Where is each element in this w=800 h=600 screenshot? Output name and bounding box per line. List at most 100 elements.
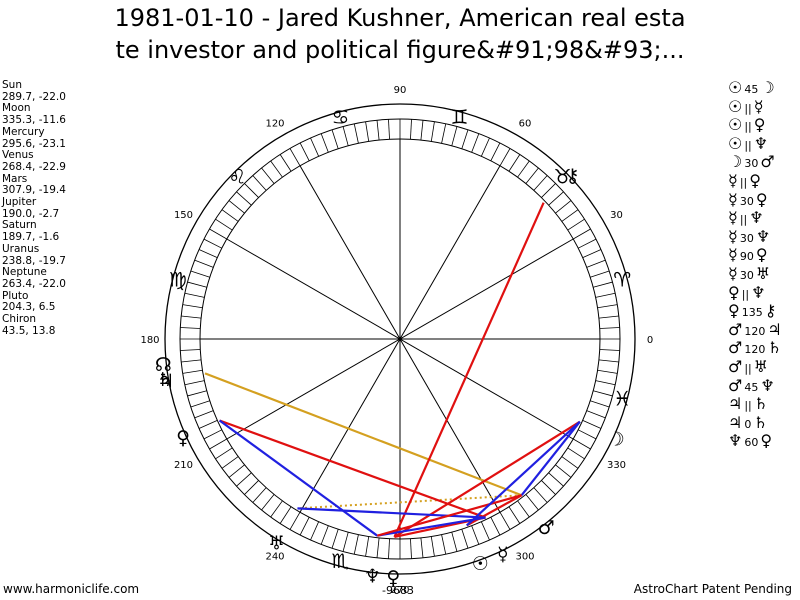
aspect-planet-2-glyph: ☽: [760, 78, 775, 97]
aspect-row: ☿ 30 ♀: [728, 189, 798, 210]
zodiac-sign-glyph: ♌: [228, 164, 246, 188]
aspect-row: ♀ 135 ⚷: [728, 302, 798, 321]
spoke-line: [226, 238, 574, 440]
aspect-planet-1-glyph: ♂: [728, 319, 743, 339]
planet-name: Mercury: [2, 125, 45, 138]
aspect-planet-2-glyph: ♅: [753, 356, 769, 376]
aspect-planet-1-glyph: ☉: [728, 133, 743, 153]
neptune-glyph: ♆: [364, 565, 381, 587]
aspect-row: ♃ 0 ♄: [728, 412, 798, 433]
aspect-angle: ||: [744, 399, 752, 413]
aspect-planet-1-glyph: ♀: [728, 282, 740, 302]
aspect-planet-2-glyph: ♅: [755, 263, 771, 283]
aspect-angle: 60: [744, 436, 759, 450]
planet-coords: 289.7, -22.0: [2, 90, 66, 103]
planet-coords: 189.7, -1.6: [2, 231, 60, 244]
aspect-planet-2-glyph: ♀: [755, 189, 768, 209]
aspect-planet-1-glyph: ☉: [728, 96, 743, 116]
aspect-row: ☿ || ♀: [728, 170, 798, 191]
aspect-planet-1-glyph: ☿: [728, 208, 738, 228]
aspect-planet-1-glyph: ♂: [728, 338, 743, 358]
aspect-planet-2-glyph: ♆: [749, 208, 764, 228]
mercury-glyph: ☿: [497, 544, 509, 566]
planet-name: Mars: [2, 172, 28, 185]
aspect-list: ☉ 45 ☽ ☉ || ☿ ☉ || ♀ ☉ || ♆ ☽ 30 ♂ ☿ || ♀ ☿ 30 ♀ ☿ || ♆ ☿ 30 ♆ ☿ 90 ♀…: [728, 79, 798, 451]
zodiac-sign-glyph: ♉: [554, 164, 572, 188]
planet-coords: 307.9, -19.4: [2, 184, 66, 197]
planet-name: Sun: [2, 79, 22, 91]
aspect-angle: 90: [739, 250, 754, 264]
aspect-angle: 30: [744, 157, 759, 171]
aspect-line: [466, 420, 581, 527]
zodiac-sign-glyph: ♋: [332, 105, 350, 129]
degree-label: 90: [394, 85, 407, 96]
footer-website[interactable]: www.harmoniclife.com: [3, 582, 140, 596]
degree-label: 210: [174, 460, 193, 471]
aspect-row: ☿ 30 ♅: [728, 263, 798, 284]
aspect-angle: 120: [744, 343, 766, 357]
aspect-planet-1-glyph: ☉: [728, 78, 743, 97]
planet-coords: 268.4, -22.9: [2, 160, 66, 173]
aspect-angle: 30: [739, 268, 754, 282]
aspect-planet-2-glyph: ☿: [753, 96, 764, 116]
planet-coords: 238.8, -19.7: [2, 254, 66, 267]
planet-name: Moon: [2, 102, 31, 115]
planet-coords: 295.6, -23.1: [2, 137, 66, 150]
aspect-angle: 135: [741, 306, 763, 320]
venus-glyph: ♀: [386, 567, 400, 589]
aspect-line: [393, 420, 581, 538]
aspect-angle: 120: [744, 324, 766, 338]
planet-coords: 43.5, 13.8: [2, 324, 56, 337]
chart-title-line1: 1981-01-10 - Jared Kushner, American rea…: [114, 4, 686, 32]
aspect-line: [219, 419, 486, 519]
aspect-planet-2-glyph: ♀: [755, 245, 768, 265]
aspect-planet-2-glyph: ♀: [760, 431, 773, 451]
zodiac-sign-glyph: ♈: [613, 267, 631, 291]
aspect-row: ☿ || ♆: [728, 209, 798, 228]
aspect-planet-1-glyph: ♃: [728, 394, 743, 414]
aspect-row: ☿ 90 ♀: [728, 246, 798, 265]
aspect-planet-2-glyph: ♆: [760, 375, 775, 395]
aspect-planet-2-glyph: ♆: [753, 133, 769, 153]
aspect-planet-1-glyph: ☽: [728, 152, 743, 172]
aspect-row: ☉ || ♀: [728, 116, 798, 135]
planet-list: Sun 289.7, -22.0 Moon 335.3, -11.6 Mercu…: [2, 79, 66, 337]
uranus-glyph: ♅: [268, 533, 285, 555]
degree-label: 60: [519, 118, 532, 129]
aspect-planet-2-glyph: ♀: [749, 170, 761, 190]
bottom-number-label: -9683: [382, 584, 414, 597]
aspect-planet-1-glyph: ☿: [728, 226, 738, 246]
aspect-planet-2-glyph: ♄: [753, 412, 768, 432]
planet-name: Jupiter: [2, 196, 37, 209]
zodiac-sign-glyph: ♓: [613, 387, 631, 411]
planet-name: Uranus: [2, 242, 40, 255]
degree-label: 330: [607, 460, 626, 471]
aspect-planet-2-glyph: ♄: [767, 338, 782, 358]
aspect-planet-1-glyph: ☿: [728, 245, 738, 265]
degree-label: 30: [610, 210, 623, 221]
planet-coords: 204.3, 6.5: [2, 301, 56, 314]
aspect-angle: 30: [739, 231, 754, 245]
aspect-planet-1-glyph: ♆: [728, 431, 743, 451]
wheel-outer-ring: [164, 103, 636, 575]
aspect-row: ♂ 120 ♄: [728, 339, 798, 358]
degree-label: 150: [174, 210, 193, 221]
degree-label: 120: [265, 118, 284, 129]
degree-label: 240: [265, 552, 284, 563]
aspect-angle: ||: [744, 138, 752, 152]
aspect-row: ♆ 60 ♀: [728, 432, 798, 451]
sun-glyph: ☉: [472, 553, 489, 575]
aspect-row: ☉ || ♆: [728, 133, 798, 154]
aspect-row: ☉ 45 ☽: [728, 79, 798, 98]
aspect-planet-1-glyph: ♀: [728, 301, 740, 321]
aspect-angle: 0: [744, 417, 752, 431]
node-glyph: ☊: [155, 354, 172, 376]
planet-coords: 335.3, -11.6: [2, 114, 66, 127]
planet-coords: 190.0, -2.7: [2, 207, 60, 220]
aspect-row: ♂ || ♅: [728, 356, 798, 377]
degree-label: 180: [140, 335, 159, 346]
aspect-line: [377, 516, 486, 537]
aspect-row: ☉ || ☿: [728, 96, 798, 117]
zodiac-sign-glyph: ♍: [169, 267, 187, 291]
